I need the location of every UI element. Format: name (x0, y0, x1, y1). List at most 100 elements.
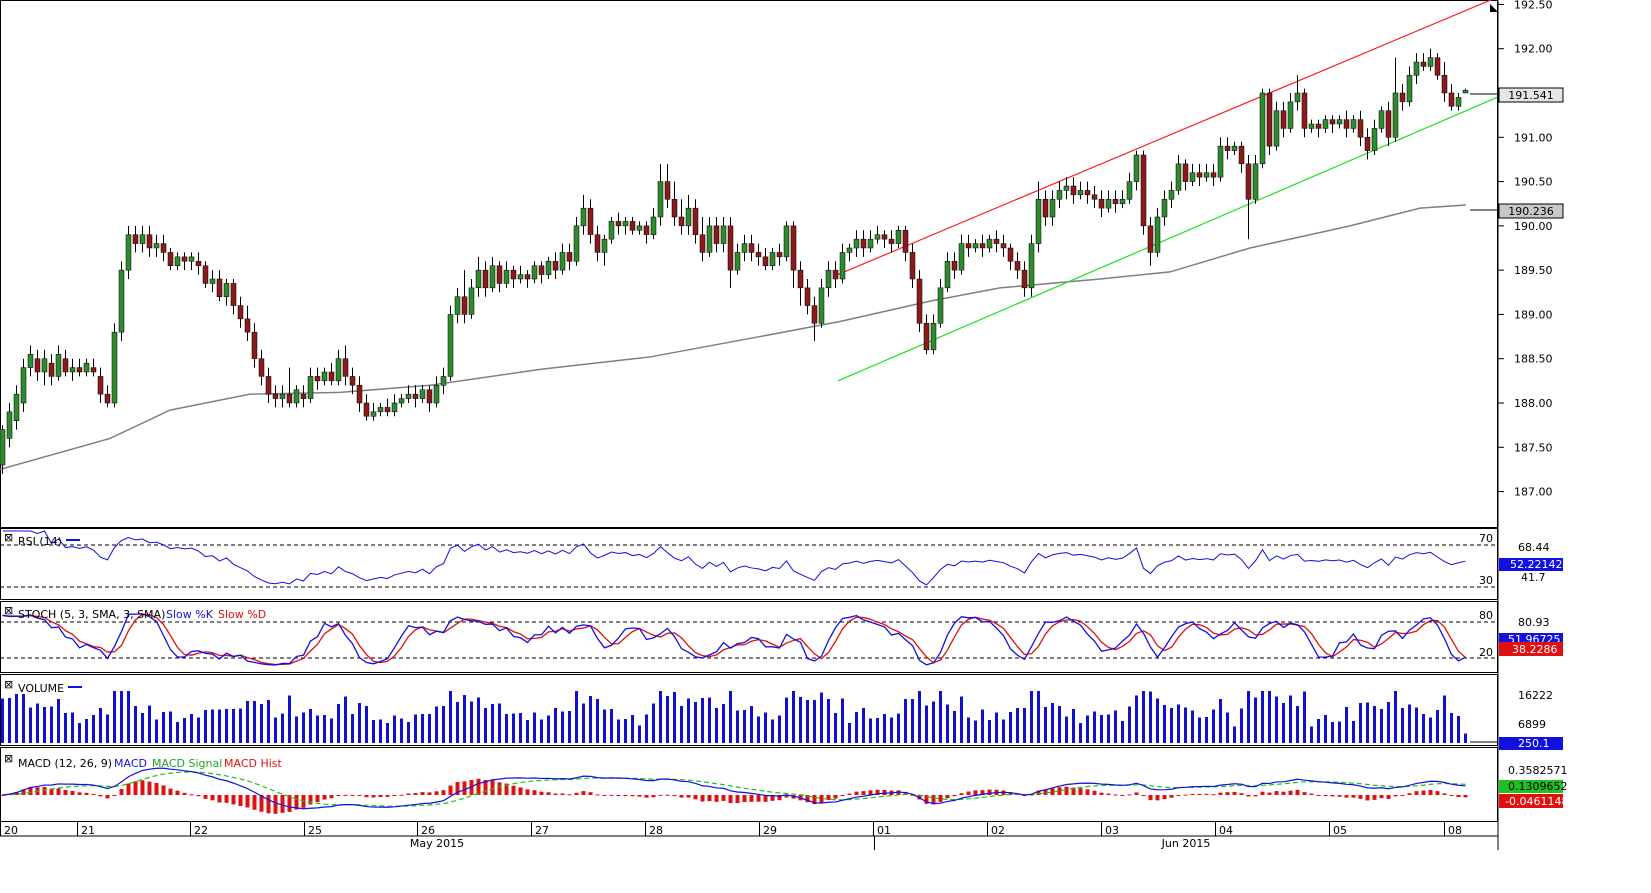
candle (174, 252, 181, 271)
candle-body (776, 252, 783, 258)
macd-hist-bar (987, 789, 992, 795)
ma-value-tag: 190.236 (1470, 203, 1564, 219)
candle-body (797, 269, 804, 289)
volume-bar (1464, 733, 1467, 743)
candle (888, 230, 895, 253)
close-icon[interactable]: ⊠ (4, 678, 13, 691)
candle (34, 349, 41, 381)
volume-bar (960, 696, 963, 743)
x-day-label: 29 (763, 824, 777, 837)
macd-hist-bar (553, 793, 558, 795)
candle-body (167, 252, 174, 266)
macd-hist-bar (175, 790, 180, 795)
candle (853, 230, 860, 257)
candle (790, 221, 797, 288)
candle (916, 270, 923, 333)
candle-body (1280, 110, 1287, 129)
y-tick-label: 190.00 (1514, 220, 1553, 233)
close-icon[interactable]: ⊠ (4, 752, 13, 765)
macd-hist-bar (154, 783, 159, 795)
candle (629, 217, 636, 235)
close-icon[interactable]: ⊠ (4, 531, 13, 544)
volume-bar (106, 714, 109, 743)
stoch-level-20: 20 (1479, 646, 1493, 659)
macd-hist-bar (476, 778, 481, 795)
macd-hist-bar (896, 790, 901, 795)
volume-bar (1289, 695, 1292, 743)
x-day-label: 28 (649, 824, 663, 837)
macd-hist-bar (882, 790, 887, 795)
volume-bar (1331, 722, 1334, 743)
candle (937, 279, 944, 328)
candle (986, 234, 993, 253)
macd-hist-bar (735, 795, 740, 804)
candle-body (160, 243, 167, 253)
volume-bar (43, 707, 46, 743)
macd-hist-bar (672, 795, 677, 797)
candle (1462, 88, 1469, 94)
volume-bar (1086, 715, 1089, 743)
volume-bar (610, 709, 613, 743)
candle (1231, 141, 1238, 155)
scroll-arrow-icon[interactable] (1490, 4, 1498, 12)
candle (1245, 155, 1252, 240)
candle-body (895, 230, 902, 244)
candle-body (433, 385, 440, 404)
x-month-label: May 2015 (410, 837, 464, 850)
rsi-value2: 41.7 (1521, 571, 1546, 584)
candle (461, 270, 468, 324)
candle (1091, 186, 1098, 209)
candle-body (587, 207, 594, 235)
candle-body (811, 305, 818, 324)
macd-hist-bar (1281, 791, 1286, 795)
volume-bar (834, 713, 837, 743)
candle (419, 385, 426, 403)
macd-hist-bar (728, 795, 733, 804)
macd-hist-bar (784, 795, 789, 798)
candle (1273, 101, 1280, 151)
candle (1007, 243, 1014, 271)
volume-bar (1023, 708, 1026, 743)
candle (895, 225, 902, 248)
x-axis: 20 21 22 25 26 27 28 29 01 02 03 04 05 08 May 2015 Jun … (0, 822, 1498, 850)
macd-hist-bar (504, 783, 509, 795)
candle-body (727, 225, 734, 271)
candle-body (888, 238, 895, 244)
candle-body (1350, 119, 1357, 129)
macd-hist-bar (931, 795, 936, 805)
macd-indicator: ⊠ MACD (12, 26, 9) MACD MACD Signal MACD… (0, 752, 1568, 814)
candle (797, 261, 804, 306)
macd-hist-bar (679, 795, 684, 798)
macd-hist-bar (567, 794, 572, 796)
candle-body (1056, 190, 1063, 200)
candle (510, 265, 517, 288)
candle (559, 243, 566, 275)
candle-body (1322, 119, 1329, 129)
volume-bar (29, 707, 32, 743)
candle-body (1238, 145, 1245, 165)
macd-hist-bar (105, 795, 110, 799)
close-icon[interactable]: ⊠ (4, 604, 13, 617)
macd-hist-bar (1127, 794, 1132, 796)
macd-hist-bar (1064, 786, 1069, 795)
volume-bar (99, 708, 102, 743)
volume-bar (967, 717, 970, 743)
volume-bar (1044, 707, 1047, 743)
candle (1119, 190, 1126, 209)
candle (1392, 57, 1399, 142)
volume-bar (393, 715, 396, 743)
macd-hist-bar (1407, 793, 1412, 795)
volume-bar (1205, 717, 1208, 743)
candle-body (412, 393, 419, 399)
candle-body (909, 252, 916, 280)
candle-body (706, 225, 713, 253)
macd-hist-bar (14, 792, 19, 795)
macd-hist-bar (875, 789, 880, 795)
macd-hist-bar (1148, 795, 1153, 801)
candle-body (573, 225, 580, 262)
candle (958, 234, 965, 275)
volume-bar (365, 706, 368, 743)
macd-hist-bar (350, 794, 355, 796)
candle-body (965, 243, 972, 249)
candle-body (475, 269, 482, 289)
